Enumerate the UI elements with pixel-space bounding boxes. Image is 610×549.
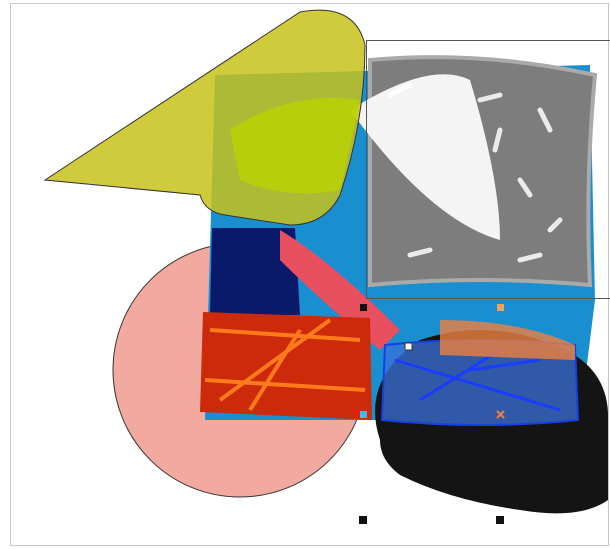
navy-block (210, 228, 300, 315)
orange-patch (440, 320, 575, 360)
handle (497, 304, 504, 311)
handle (360, 304, 367, 311)
selection-box (366, 40, 610, 299)
handle (360, 411, 367, 418)
green-highlight (230, 98, 360, 194)
handle (404, 342, 413, 351)
orange-strokes (204, 318, 366, 412)
handle (496, 516, 504, 524)
red-block (200, 312, 372, 420)
center-marker (496, 410, 505, 419)
white-eye (350, 74, 500, 241)
handle (359, 516, 367, 524)
canvas-border (10, 3, 609, 546)
blue-strokes (394, 348, 561, 412)
white-dashes (387, 82, 563, 263)
